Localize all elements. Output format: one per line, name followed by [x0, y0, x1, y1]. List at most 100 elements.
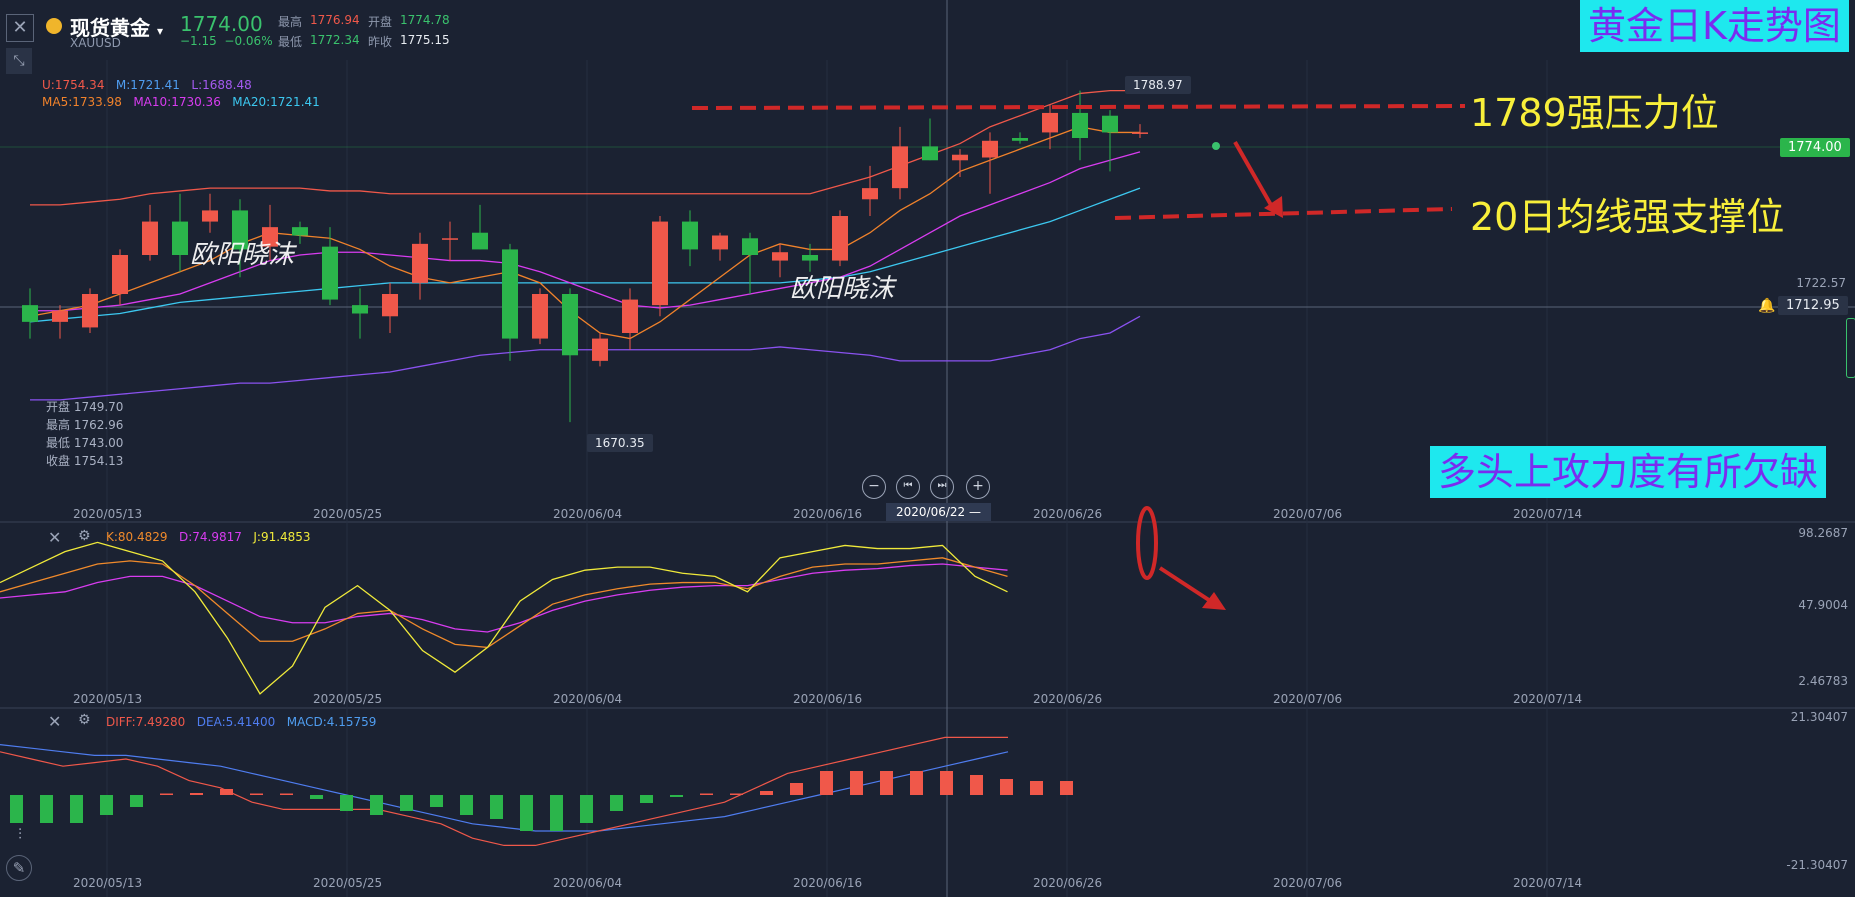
macd-histogram-bar	[1060, 781, 1073, 795]
macd-axis-bottom: -21.30407	[1786, 858, 1848, 872]
date-tick-label: 2020/06/26	[1033, 876, 1103, 890]
macd-histogram-bar	[430, 795, 443, 807]
date-tick-label: 2020/07/14	[1513, 692, 1583, 706]
candle-body	[22, 305, 38, 322]
indicator-icon[interactable]: ⫶	[18, 825, 22, 843]
candle-body	[772, 252, 788, 261]
support-dashed-line	[1114, 207, 1453, 220]
macd-close-icon[interactable]: ✕	[48, 712, 62, 731]
candle-body	[172, 221, 188, 255]
candle-body	[502, 249, 518, 339]
price-change: −1.15 −0.06%	[180, 34, 273, 48]
macd-histogram-bar	[520, 795, 533, 831]
date-tick-label: 2020/07/06	[1273, 507, 1343, 521]
candle-body	[472, 232, 488, 250]
kdj-indicator	[0, 541, 1008, 695]
date-tick-label: 2020/06/26	[1033, 507, 1103, 521]
candle-body	[982, 140, 998, 158]
kdj-settings-icon[interactable]: ⚙	[78, 528, 91, 544]
resistance-dashed-line	[691, 104, 1466, 110]
candle-body	[562, 294, 578, 356]
macd-histogram-bar	[730, 793, 743, 795]
prev-button[interactable]: ⏮	[896, 475, 920, 499]
date-tick-label: 2020/07/06	[1273, 692, 1343, 706]
candle-body	[892, 146, 908, 189]
candle-body	[532, 294, 548, 339]
prev-close-value: 1775.15	[400, 33, 450, 47]
candlesticks	[22, 90, 1148, 423]
down-arrow-main	[1233, 141, 1277, 213]
date-tick-label: 2020/05/13	[73, 692, 143, 706]
min-price-label: 1670.35	[587, 434, 653, 452]
ma20-line	[29, 187, 1141, 323]
candle-body	[652, 221, 668, 306]
dropdown-caret-icon: ▾	[156, 24, 163, 38]
bollinger-bands	[30, 89, 1141, 401]
candle-body	[712, 235, 728, 250]
kdj-axis-mid: 47.9004	[1798, 598, 1848, 612]
candle-body	[592, 338, 608, 361]
date-tick-label: 2020/06/04	[553, 876, 623, 890]
macd-histogram-bar	[550, 795, 563, 831]
macd-histogram-bar	[10, 795, 23, 823]
macd-histogram-bar	[1000, 779, 1013, 795]
macd-histogram-bar	[220, 789, 233, 795]
close-icon[interactable]: ✕	[6, 14, 34, 42]
current-price-tag: 1774.00	[1780, 138, 1850, 157]
kdj-d-line	[0, 563, 1008, 633]
candle-body	[382, 294, 398, 317]
alert-price-tag[interactable]: 1712.95	[1778, 296, 1848, 315]
candle-body	[952, 154, 968, 161]
ohlc-tooltip: 开盘 1749.70 最高 1762.96 最低 1743.00 收盘 1754…	[46, 400, 124, 468]
candle-body	[682, 221, 698, 250]
candle-body	[1012, 138, 1028, 141]
kdj-close-icon[interactable]: ✕	[48, 528, 62, 547]
date-tick-label: 2020/07/14	[1513, 507, 1583, 521]
kdj-cross-circle	[1136, 506, 1158, 580]
boll-lower-line	[30, 315, 1141, 401]
macd-histogram-bar	[130, 795, 143, 807]
candle-body	[202, 210, 218, 222]
zoom-slider[interactable]	[1846, 318, 1855, 378]
candle-body	[832, 216, 848, 261]
date-tick-label: 2020/07/06	[1273, 876, 1343, 890]
candle-body	[52, 310, 68, 322]
arrowhead-kdj	[1202, 592, 1226, 610]
candle-body	[922, 146, 938, 161]
candle-body	[1042, 112, 1058, 133]
candle-body	[1072, 112, 1088, 138]
open-label: 开盘	[368, 15, 393, 29]
moving-averages	[29, 126, 1141, 340]
price-axis-label: 1722.57	[1796, 276, 1846, 290]
macd-axis-top: 21.30407	[1790, 710, 1848, 724]
open-value: 1774.78	[400, 13, 450, 27]
macd-settings-icon[interactable]: ⚙	[78, 712, 91, 728]
max-price-label: 1788.97	[1125, 76, 1191, 94]
banner-top: 黄金日K走势图	[1580, 0, 1849, 52]
macd-histogram-bar	[70, 795, 83, 823]
bell-icon[interactable]: 🔔	[1758, 298, 1776, 314]
boll-legend: U:1754.34 M:1721.41 L:1688.48	[42, 78, 252, 92]
candle-body	[442, 238, 458, 240]
pencil-icon[interactable]: ✎	[6, 855, 32, 881]
zoom-in-button[interactable]: +	[966, 475, 990, 499]
macd-indicator	[0, 736, 1073, 847]
instrument-symbol: XAUUSD	[70, 36, 121, 50]
macd-histogram-bar	[850, 771, 863, 795]
collapse-icon[interactable]: ⤡	[6, 48, 32, 74]
macd-histogram-bar	[940, 771, 953, 795]
macd-histogram-bar	[760, 791, 773, 795]
macd-histogram-bar	[610, 795, 623, 811]
ma-legend: MA5:1733.98 MA10:1730.36 MA20:1721.41	[42, 95, 320, 109]
macd-histogram-bar	[700, 793, 713, 795]
ma5-line	[29, 126, 1140, 340]
instrument-title[interactable]: 现货黄金 ▾	[70, 16, 163, 40]
date-tick-label: 2020/06/04	[553, 692, 623, 706]
zoom-out-button[interactable]: −	[862, 475, 886, 499]
candle-body	[352, 305, 368, 314]
candle-body	[82, 294, 98, 328]
next-button[interactable]: ⏭	[930, 475, 954, 499]
macd-histogram-bar	[970, 775, 983, 795]
